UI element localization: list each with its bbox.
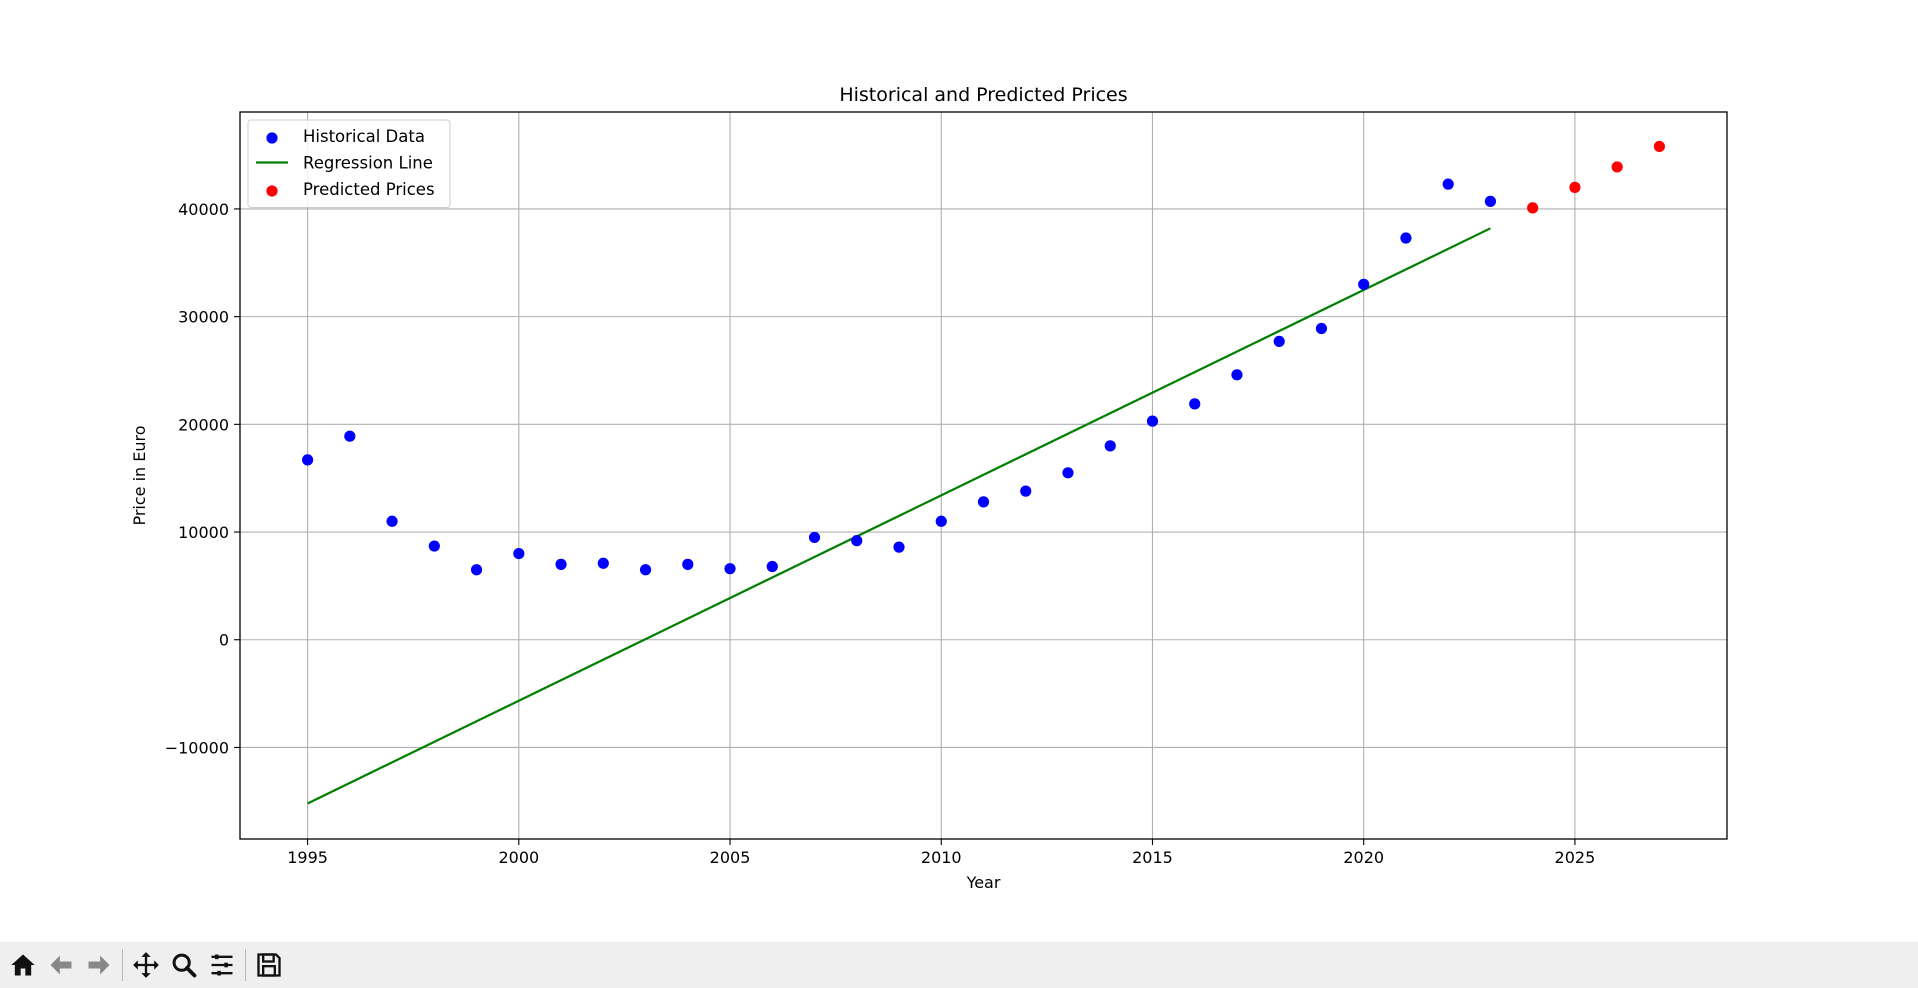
points-layer xyxy=(301,140,1666,576)
historical-data-point xyxy=(724,563,736,575)
x-tick-label: 2025 xyxy=(1555,848,1596,867)
toolbar-separator xyxy=(245,949,246,981)
home-icon xyxy=(11,954,35,976)
toolbar-separator xyxy=(122,949,123,981)
y-axis-label: Price in Euro xyxy=(130,425,149,525)
historical-data-point xyxy=(639,564,652,576)
legend-label: Regression Line xyxy=(303,154,433,173)
figure: 1995 2000 2005 2010 2015 2020 2025 −10000 0 10000… xyxy=(130,84,1728,892)
regression-line-layer xyxy=(307,227,1491,805)
configure-subplots-icon xyxy=(211,954,233,976)
historical-data-point xyxy=(386,515,398,527)
x-tick-label: 2020 xyxy=(1343,848,1384,867)
historical-data-point xyxy=(1442,178,1454,190)
back-arrow-icon xyxy=(50,955,72,975)
pan-button[interactable] xyxy=(127,946,165,984)
legend-label: Predicted Prices xyxy=(303,180,435,199)
historical-data-point xyxy=(682,558,694,570)
historical-data-point xyxy=(597,557,609,569)
historical-data-point xyxy=(428,540,440,552)
predicted-prices-point xyxy=(1569,181,1581,193)
forward-arrow-icon xyxy=(88,955,110,975)
historical-data-point xyxy=(513,547,525,560)
historical-data-point xyxy=(935,515,947,527)
configure-subplots-button[interactable] xyxy=(203,946,241,984)
historical-data-point xyxy=(301,454,314,466)
historical-data-point xyxy=(1400,232,1412,244)
historical-data-point xyxy=(1020,485,1032,497)
forward-button[interactable] xyxy=(80,946,118,984)
save-button[interactable] xyxy=(250,946,288,984)
legend: Historical Data Regression Line Predicted … xyxy=(247,119,451,208)
regression-line xyxy=(307,227,1491,805)
save-icon xyxy=(257,953,281,977)
x-tick-label: 2015 xyxy=(1132,848,1173,867)
historical-data-point xyxy=(808,531,821,544)
y-tick-label: 30000 xyxy=(178,308,229,327)
historical-data-point xyxy=(1315,322,1328,335)
pan-icon xyxy=(133,952,159,978)
historical-data-point xyxy=(893,541,905,553)
predicted-prices-point xyxy=(1653,140,1666,153)
historical-data-point xyxy=(1484,195,1497,207)
y-tick-label: 20000 xyxy=(178,415,229,434)
historical-data-point xyxy=(1189,398,1201,410)
historical-data-point xyxy=(555,558,567,570)
grid xyxy=(240,112,1727,839)
historical-data-point xyxy=(1358,278,1370,290)
legend-marker-swatch xyxy=(266,185,278,197)
predicted-prices-point xyxy=(1611,161,1623,173)
legend-label: Historical Data xyxy=(303,127,425,146)
toolbar xyxy=(0,942,1918,988)
y-tick-label: −10000 xyxy=(165,738,229,757)
x-tick-label: 2000 xyxy=(498,848,539,867)
y-tick-label: 0 xyxy=(219,631,229,650)
axes-frame xyxy=(239,111,1728,840)
x-tick-label: 2010 xyxy=(921,848,962,867)
historical-data-point xyxy=(977,496,990,508)
predicted-prices-point xyxy=(1527,202,1539,214)
x-tick-label: 2005 xyxy=(710,848,751,867)
back-button[interactable] xyxy=(42,946,80,984)
historical-data-point xyxy=(1146,415,1159,427)
zoom-button[interactable] xyxy=(165,946,203,984)
historical-data-point xyxy=(1062,467,1074,479)
y-tick-label: 40000 xyxy=(178,200,229,219)
historical-data-point xyxy=(1231,369,1243,381)
historical-data-point xyxy=(1273,335,1285,348)
legend-box xyxy=(247,119,451,208)
chart-title: Historical and Predicted Prices xyxy=(839,84,1127,106)
historical-data-point xyxy=(766,560,778,573)
legend-marker-swatch xyxy=(266,132,278,144)
historical-data-point xyxy=(470,564,483,576)
x-axis-label: Year xyxy=(966,873,1001,892)
historical-data-point xyxy=(851,535,863,547)
historical-data-point xyxy=(344,430,356,442)
ticks: 1995 2000 2005 2010 2015 2020 2025 −10000 0 10000… xyxy=(165,200,1596,867)
historical-data-point xyxy=(1104,440,1116,452)
home-button[interactable] xyxy=(4,946,42,984)
x-tick-label: 1995 xyxy=(287,848,328,867)
y-tick-label: 10000 xyxy=(178,523,229,542)
zoom-icon xyxy=(172,953,197,978)
chart: 1995 2000 2005 2010 2015 2020 2025 −10000 0 10000… xyxy=(130,84,1728,892)
